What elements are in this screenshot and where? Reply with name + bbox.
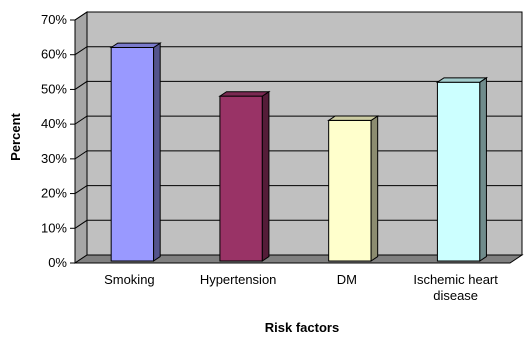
bar-top	[218, 91, 271, 97]
side-wall	[74, 11, 88, 264]
bar	[109, 42, 162, 262]
bar-front	[219, 95, 263, 262]
y-tick-label: 70%	[41, 12, 67, 27]
bar-side	[479, 76, 487, 262]
y-tick-label: 20%	[41, 186, 67, 201]
bar-top	[109, 42, 162, 49]
y-tick-label: 0%	[48, 255, 67, 270]
x-tick-labels: Smoking Hypertension DM Ischemic heart disea…	[104, 272, 498, 303]
gridline	[74, 80, 522, 90]
y-tick-label: 50%	[41, 81, 67, 96]
x-tick-label: Ischemic heart disease	[413, 272, 498, 303]
gridline	[74, 46, 522, 56]
y-tick-label: 10%	[41, 220, 67, 235]
bar-top	[435, 77, 489, 83]
bar	[218, 90, 271, 262]
y-tick-label: 30%	[41, 151, 67, 166]
x-tick-label: DM	[337, 272, 357, 287]
bar-side	[261, 90, 270, 262]
bar-front	[436, 81, 481, 262]
bar-front	[328, 119, 372, 262]
x-tick-label: Hypertension	[200, 272, 277, 287]
y-axis-title: Percent	[8, 112, 23, 160]
bar-front	[110, 47, 155, 262]
y-tick-label: 60%	[41, 47, 67, 62]
x-tick-label: Smoking	[104, 272, 155, 287]
bar-side	[153, 42, 161, 262]
y-tick-label: 40%	[41, 116, 67, 131]
bar	[327, 115, 380, 262]
bar-side	[370, 115, 379, 262]
x-axis-title: Risk factors	[265, 320, 339, 335]
bar	[435, 76, 489, 262]
y-tick-labels: 0% 10% 20% 30% 40% 50% 60% 70%	[41, 12, 67, 270]
gridline	[74, 11, 522, 21]
bar-top	[327, 115, 380, 121]
bars	[109, 42, 489, 262]
